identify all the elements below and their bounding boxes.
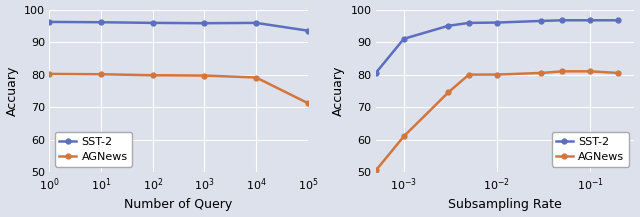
AGNews bbox=[372, 169, 380, 172]
SST-2 bbox=[493, 21, 500, 24]
AGNews bbox=[586, 70, 594, 73]
AGNews bbox=[252, 76, 260, 79]
Y-axis label: Accuary: Accuary bbox=[6, 66, 19, 116]
AGNews bbox=[45, 73, 53, 75]
AGNews bbox=[304, 102, 312, 105]
AGNews bbox=[149, 74, 157, 77]
SST-2 bbox=[558, 19, 566, 21]
SST-2 bbox=[45, 21, 53, 23]
SST-2 bbox=[586, 19, 594, 21]
SST-2 bbox=[444, 25, 452, 27]
X-axis label: Subsampling Rate: Subsampling Rate bbox=[448, 198, 562, 211]
SST-2 bbox=[400, 38, 408, 40]
Line: AGNews: AGNews bbox=[47, 71, 310, 106]
SST-2 bbox=[465, 21, 473, 24]
AGNews bbox=[538, 72, 545, 74]
AGNews bbox=[200, 74, 208, 77]
SST-2 bbox=[614, 19, 622, 21]
AGNews bbox=[97, 73, 105, 76]
SST-2 bbox=[372, 72, 380, 74]
AGNews bbox=[465, 73, 473, 76]
Legend: SST-2, AGNews: SST-2, AGNews bbox=[552, 132, 629, 167]
X-axis label: Number of Query: Number of Query bbox=[124, 198, 233, 211]
SST-2 bbox=[149, 21, 157, 24]
AGNews bbox=[558, 70, 566, 73]
AGNews bbox=[444, 91, 452, 94]
Line: AGNews: AGNews bbox=[373, 69, 621, 173]
AGNews bbox=[493, 73, 500, 76]
SST-2 bbox=[538, 20, 545, 22]
Legend: SST-2, AGNews: SST-2, AGNews bbox=[55, 132, 132, 167]
SST-2 bbox=[304, 29, 312, 32]
SST-2 bbox=[252, 21, 260, 24]
Line: SST-2: SST-2 bbox=[373, 18, 621, 75]
Line: SST-2: SST-2 bbox=[47, 20, 310, 33]
Y-axis label: Accuary: Accuary bbox=[332, 66, 345, 116]
AGNews bbox=[400, 135, 408, 138]
SST-2 bbox=[200, 22, 208, 25]
AGNews bbox=[614, 72, 622, 74]
SST-2 bbox=[97, 21, 105, 23]
